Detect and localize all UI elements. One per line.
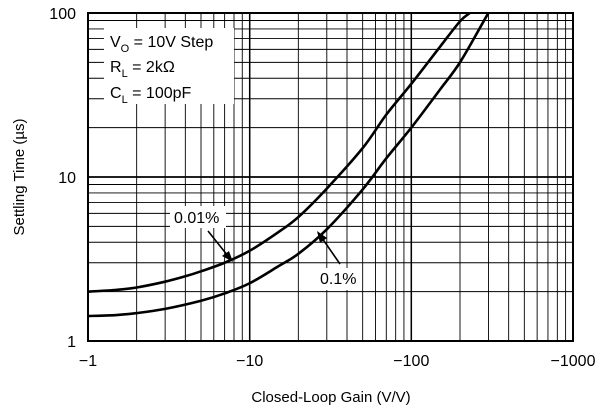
condition-rl: RL = 2kΩ	[110, 59, 175, 80]
series-label-bg-001	[170, 206, 226, 228]
tick-labels: −1 −10 −100 −1000 1 10 100	[49, 6, 595, 370]
conditions-box: VO = 10V Step RL = 2kΩ CL = 100pF	[104, 28, 234, 106]
y-tick-label-1: 10	[58, 170, 76, 187]
pointer-head-0-1pct	[317, 231, 327, 243]
x-tick-label-0: −1	[79, 353, 97, 370]
condition-cl: CL = 100pF	[110, 85, 192, 106]
x-tick-label-1: −10	[236, 353, 263, 370]
series-line-1	[87, 12, 490, 318]
x-tick-label-2: −100	[393, 353, 429, 370]
series-line-0	[87, 11, 471, 293]
series-layer	[87, 11, 490, 318]
y-tick-label-0: 1	[67, 334, 76, 351]
plot-frame	[87, 12, 574, 342]
pointer-head-0-01pct	[222, 251, 233, 262]
series-label-bg-01	[316, 268, 360, 290]
series-label-0-1pct: 0.1%	[320, 271, 356, 288]
pointer-0-01pct	[207, 230, 229, 257]
conditions-background	[104, 28, 234, 104]
series-label-0-01pct: 0.01%	[174, 210, 219, 227]
x-axis-label: Closed-Loop Gain (V/V)	[251, 389, 410, 406]
x-tick-label-3: −1000	[551, 353, 596, 370]
pointer-0-1pct	[321, 237, 341, 265]
y-axis-label: Settling Time (µs)	[11, 118, 28, 235]
condition-vo: VO = 10V Step	[110, 34, 213, 55]
series-annotations: 0.01% 0.1%	[170, 206, 360, 290]
y-tick-label-2: 100	[49, 6, 76, 23]
